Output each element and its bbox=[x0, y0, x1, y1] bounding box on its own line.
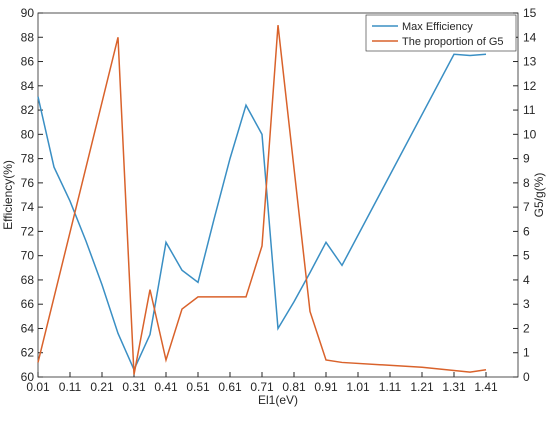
y2-tick-label: 13 bbox=[523, 55, 537, 69]
y2-axis-label: G5/g(%) bbox=[532, 173, 546, 218]
y-tick-label: 76 bbox=[21, 176, 35, 190]
y-tick-label: 66 bbox=[21, 297, 35, 311]
y-tick-label: 90 bbox=[21, 6, 35, 20]
plot-frame bbox=[37, 12, 519, 378]
y-tick-label: 72 bbox=[21, 224, 35, 238]
x-axis-label: El1(eV) bbox=[258, 393, 298, 407]
x-tick-label: 0.01 bbox=[26, 380, 50, 394]
x-tick-label: 0.51 bbox=[186, 380, 210, 394]
y-tick-label: 64 bbox=[21, 321, 35, 335]
x-tick-label: 0.71 bbox=[250, 380, 274, 394]
x-tick-label: 0.21 bbox=[90, 380, 114, 394]
y-tick-label: 86 bbox=[21, 55, 35, 69]
y2-tick-label: 3 bbox=[523, 297, 530, 311]
y2-tick-label: 0 bbox=[523, 370, 530, 384]
x-tick-label: 1.21 bbox=[410, 380, 434, 394]
y2-tick-label: 7 bbox=[523, 200, 530, 214]
y2-tick-label: 6 bbox=[523, 224, 530, 238]
y-tick-label: 74 bbox=[21, 200, 35, 214]
x-tick-label: 0.91 bbox=[314, 380, 338, 394]
y-axis-label: Efficiency(%) bbox=[1, 160, 15, 230]
y2-tick-label: 9 bbox=[523, 152, 530, 166]
y-tick-label: 70 bbox=[21, 249, 35, 263]
x-tick-label: 1.41 bbox=[474, 380, 498, 394]
y-tick-label: 84 bbox=[21, 79, 35, 93]
x-tick-label: 0.11 bbox=[59, 380, 82, 394]
y2-tick-label: 8 bbox=[523, 176, 530, 190]
x-tick-label: 1.11 bbox=[379, 380, 402, 394]
x-tick-label: 0.81 bbox=[282, 380, 306, 394]
x-tick-label: 0.31 bbox=[122, 380, 146, 394]
legend-box bbox=[365, 14, 517, 52]
series-line bbox=[37, 53, 487, 372]
y-tick-label: 78 bbox=[21, 152, 35, 166]
y-tick-label: 62 bbox=[21, 346, 35, 360]
y-tick-label: 60 bbox=[21, 370, 35, 384]
x-tick-label: 1.31 bbox=[442, 380, 466, 394]
x-tick-label: 0.61 bbox=[218, 380, 242, 394]
y-tick-label: 82 bbox=[21, 103, 35, 117]
y2-tick-label: 12 bbox=[523, 79, 537, 93]
y-tick-label: 80 bbox=[21, 127, 35, 141]
y-tick-label: 68 bbox=[21, 273, 35, 287]
x-tick-label: 0.41 bbox=[154, 380, 178, 394]
legend-label: Max Efficiency bbox=[402, 21, 473, 33]
legend-label: The proportion of G5 bbox=[402, 36, 504, 48]
y2-tick-label: 2 bbox=[523, 321, 530, 335]
series-line bbox=[37, 25, 487, 375]
y2-tick-label: 10 bbox=[523, 127, 537, 141]
y2-tick-label: 15 bbox=[523, 6, 537, 20]
y2-tick-label: 4 bbox=[523, 273, 530, 287]
y2-tick-label: 11 bbox=[523, 103, 536, 117]
y2-tick-label: 1 bbox=[523, 346, 530, 360]
y2-tick-label: 14 bbox=[523, 30, 537, 44]
y-tick-label: 88 bbox=[21, 30, 35, 44]
x-tick-label: 1.01 bbox=[346, 380, 370, 394]
y2-tick-label: 5 bbox=[523, 249, 530, 263]
